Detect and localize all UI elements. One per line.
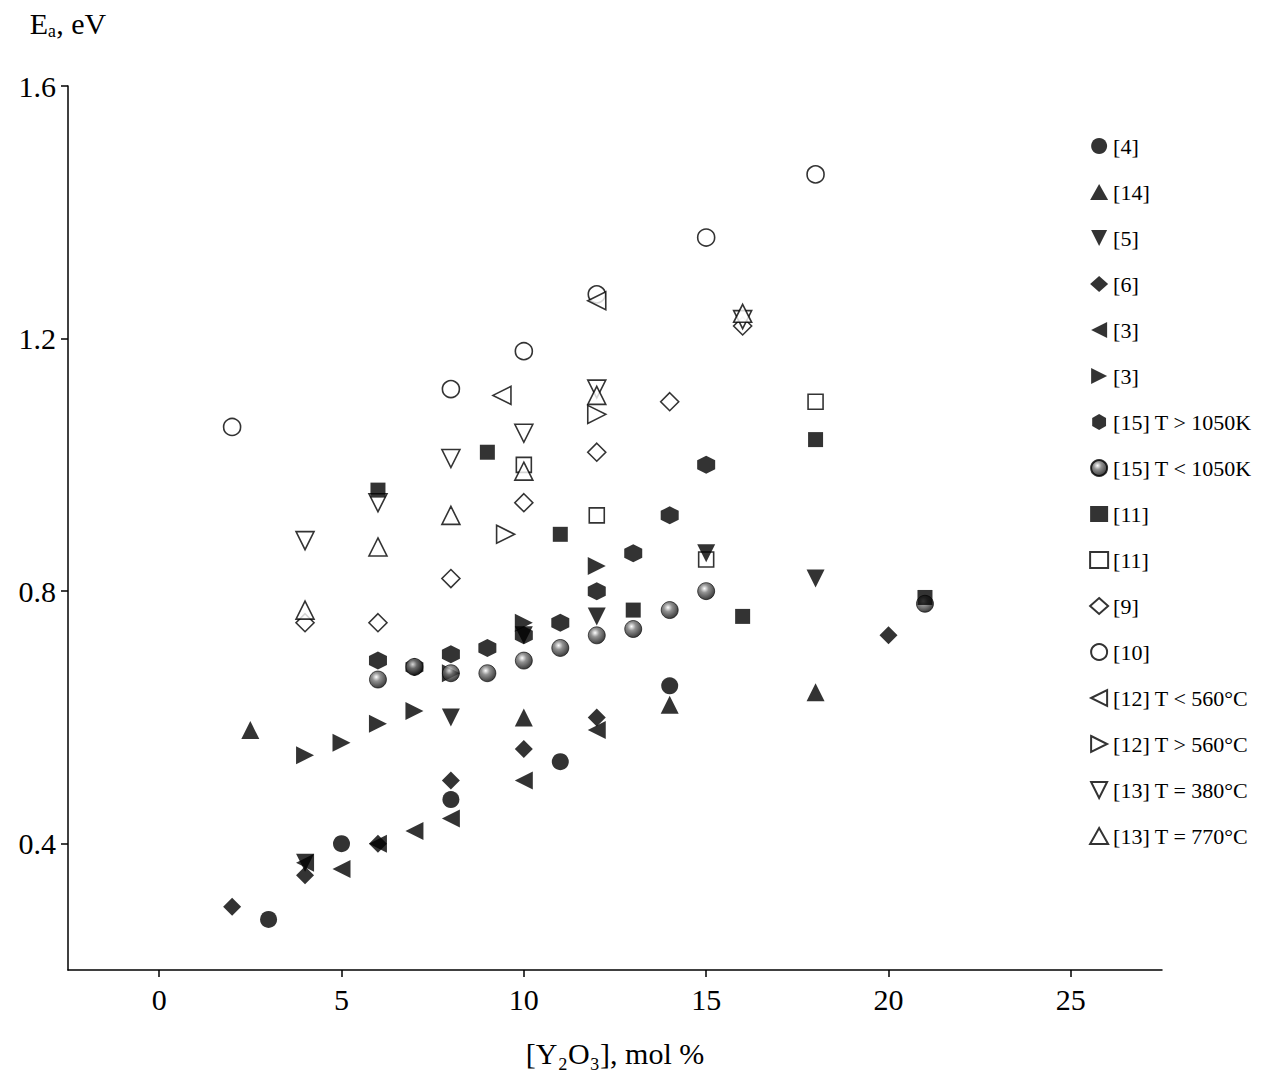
- svg-text:0.8: 0.8: [19, 575, 57, 608]
- svg-text:[5]: [5]: [1113, 226, 1139, 251]
- svg-text:[12] T < 560°C: [12] T < 560°C: [1113, 686, 1248, 711]
- svg-text:[15] T < 1050K: [15] T < 1050K: [1113, 456, 1251, 481]
- svg-text:[15] T > 1050K: [15] T > 1050K: [1113, 410, 1251, 435]
- svg-text:5: 5: [334, 983, 349, 1016]
- svg-text:0: 0: [152, 983, 167, 1016]
- svg-text:1.6: 1.6: [19, 70, 57, 103]
- svg-text:[14]: [14]: [1113, 180, 1150, 205]
- svg-text:[3]: [3]: [1113, 318, 1139, 343]
- svg-text:[11]: [11]: [1113, 548, 1149, 573]
- svg-text:15: 15: [691, 983, 721, 1016]
- svg-text:[Y₂O₃], mol %: [Y₂O₃], mol %: [526, 1037, 704, 1070]
- svg-text:[11]: [11]: [1113, 502, 1149, 527]
- svg-text:[6]: [6]: [1113, 272, 1139, 297]
- svg-text:[10]: [10]: [1113, 640, 1150, 665]
- svg-text:25: 25: [1056, 983, 1086, 1016]
- svg-text:20: 20: [874, 983, 904, 1016]
- svg-text:[9]: [9]: [1113, 594, 1139, 619]
- svg-text:10: 10: [509, 983, 539, 1016]
- svg-text:0.4: 0.4: [19, 827, 57, 860]
- svg-text:1.2: 1.2: [19, 322, 57, 355]
- svg-text:[13] T = 380°C: [13] T = 380°C: [1113, 778, 1248, 803]
- svg-text:[13] T = 770°C: [13] T = 770°C: [1113, 824, 1248, 849]
- svg-text:[4]: [4]: [1113, 134, 1139, 159]
- svg-text:[3]: [3]: [1113, 364, 1139, 389]
- svg-text:[12] T > 560°C: [12] T > 560°C: [1113, 732, 1248, 757]
- svg-text:Eₐ, eV: Eₐ, eV: [30, 7, 107, 40]
